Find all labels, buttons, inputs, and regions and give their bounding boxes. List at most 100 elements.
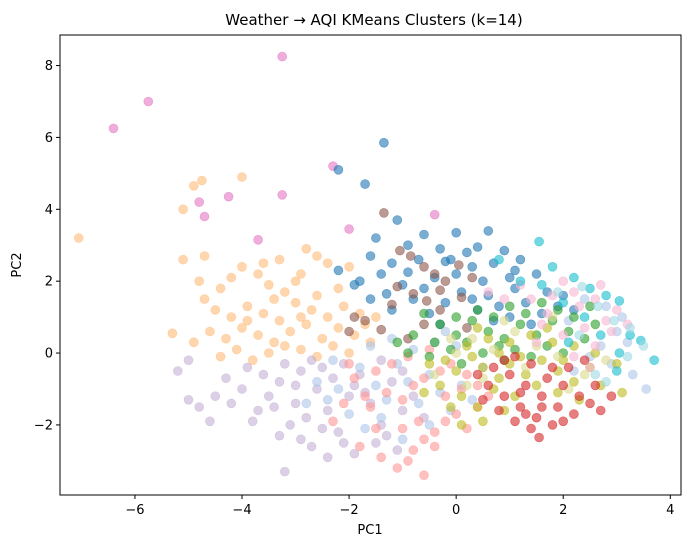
- data-point: [617, 387, 627, 398]
- data-point: [349, 312, 360, 322]
- data-point: [462, 323, 472, 333]
- data-point: [189, 181, 199, 191]
- data-point: [223, 191, 234, 202]
- data-point: [274, 430, 285, 441]
- data-point: [322, 258, 333, 269]
- data-point: [585, 362, 595, 373]
- data-point: [504, 272, 515, 283]
- data-point: [494, 254, 504, 265]
- x-tick-label: 0: [452, 503, 460, 518]
- data-point: [290, 276, 301, 287]
- data-point: [167, 328, 178, 339]
- data-point: [536, 319, 547, 330]
- data-point: [536, 355, 547, 366]
- data-point: [199, 294, 210, 304]
- data-point: [199, 251, 210, 261]
- data-point: [609, 315, 619, 326]
- data-point: [504, 369, 515, 380]
- data-point: [536, 279, 547, 290]
- data-point: [563, 337, 574, 348]
- data-point: [231, 344, 242, 355]
- data-point: [563, 362, 574, 373]
- data-point: [199, 211, 210, 222]
- data-point: [392, 281, 403, 292]
- data-point: [263, 279, 274, 290]
- data-point: [247, 416, 258, 427]
- data-point: [354, 441, 365, 452]
- data-point: [397, 423, 408, 434]
- data-point: [226, 398, 237, 409]
- data-point: [614, 348, 625, 358]
- data-point: [381, 288, 392, 299]
- data-point: [379, 208, 389, 218]
- data-point: [360, 179, 370, 189]
- data-point: [381, 430, 392, 441]
- data-point: [210, 305, 221, 315]
- data-point: [472, 242, 483, 252]
- data-point: [290, 380, 301, 391]
- data-point: [205, 416, 215, 427]
- x-tick-label: 2: [559, 503, 567, 518]
- data-point: [585, 398, 595, 409]
- data-point: [242, 301, 253, 312]
- data-point: [569, 312, 579, 322]
- data-point: [440, 276, 451, 287]
- data-point: [553, 287, 563, 297]
- data-point: [569, 409, 579, 419]
- data-point: [419, 319, 429, 330]
- data-point: [258, 369, 269, 380]
- data-point: [483, 333, 494, 344]
- data-point: [590, 369, 601, 380]
- data-point: [242, 315, 253, 326]
- data-point: [405, 251, 416, 261]
- data-point: [322, 405, 333, 416]
- data-point: [531, 380, 542, 391]
- data-point: [451, 312, 462, 322]
- data-point: [649, 355, 660, 366]
- data-point: [601, 315, 611, 326]
- data-point: [419, 283, 429, 294]
- data-point: [440, 355, 451, 366]
- data-point: [274, 254, 285, 265]
- data-point: [371, 366, 381, 376]
- data-point: [456, 358, 467, 369]
- data-point: [478, 348, 488, 358]
- plot-frame: [59, 34, 682, 496]
- data-point: [274, 376, 285, 387]
- data-point: [301, 319, 312, 330]
- data-point: [253, 330, 263, 340]
- data-point: [472, 323, 483, 333]
- data-point: [344, 409, 354, 419]
- data-point: [387, 376, 397, 387]
- data-point: [333, 265, 344, 276]
- data-point: [269, 402, 279, 412]
- data-point: [601, 301, 611, 312]
- data-point: [579, 312, 590, 322]
- data-point: [312, 290, 322, 301]
- data-point: [301, 244, 312, 254]
- data-point: [397, 405, 408, 416]
- data-point: [526, 358, 536, 369]
- data-point: [354, 276, 365, 287]
- data-point: [520, 380, 531, 391]
- data-point: [429, 269, 440, 279]
- data-point: [333, 427, 344, 437]
- data-point: [526, 423, 536, 434]
- data-point: [440, 391, 451, 402]
- data-point: [371, 312, 381, 322]
- data-point: [456, 420, 467, 430]
- ticks-layer: −6 −4 −2 0 2 4 −2 0 2 4 6 8: [34, 59, 675, 518]
- data-point: [296, 366, 306, 376]
- data-point: [510, 326, 520, 337]
- data-point: [553, 387, 563, 398]
- data-point: [577, 281, 587, 292]
- data-point: [531, 412, 542, 423]
- data-point: [371, 423, 381, 434]
- data-point: [354, 362, 365, 373]
- data-point: [499, 245, 510, 256]
- data-point: [531, 269, 542, 279]
- data-point: [387, 299, 397, 310]
- data-point: [494, 405, 504, 416]
- data-point: [429, 427, 440, 437]
- data-point: [445, 333, 456, 344]
